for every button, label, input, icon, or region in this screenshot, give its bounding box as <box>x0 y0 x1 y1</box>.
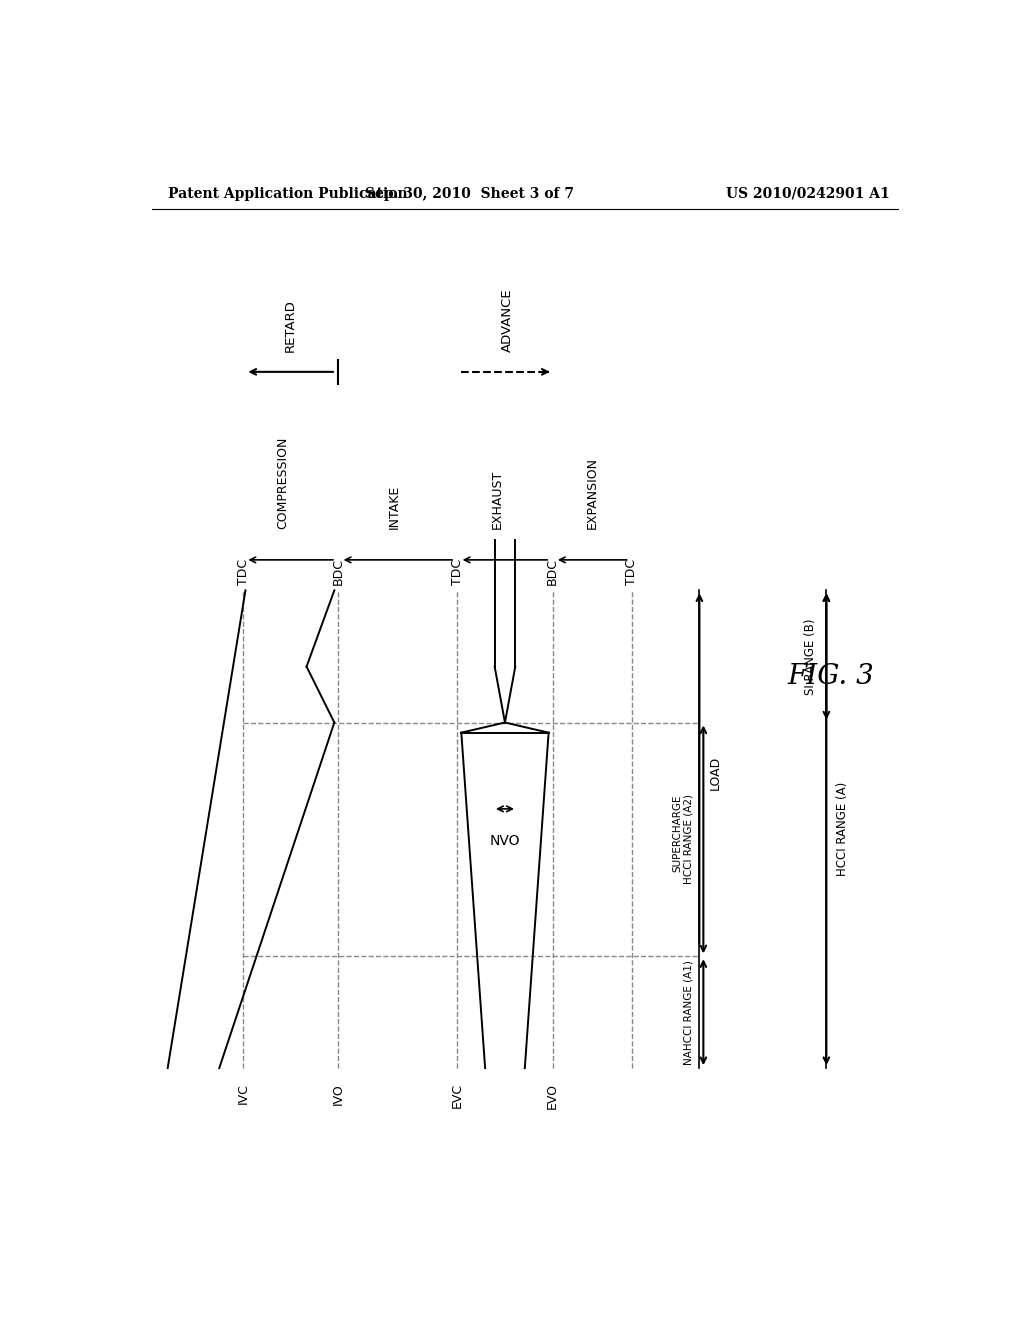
Text: RETARD: RETARD <box>285 298 297 351</box>
Text: EXHAUST: EXHAUST <box>490 470 504 529</box>
Text: TDC: TDC <box>451 560 464 585</box>
Text: SI RANGE (B): SI RANGE (B) <box>804 618 817 694</box>
Text: TDC: TDC <box>626 560 638 585</box>
Text: IVC: IVC <box>237 1084 250 1105</box>
Text: BDC: BDC <box>546 558 559 585</box>
Text: BDC: BDC <box>332 558 345 585</box>
Text: INTAKE: INTAKE <box>387 486 400 529</box>
Text: EXPANSION: EXPANSION <box>586 458 599 529</box>
Text: NVO: NVO <box>489 834 520 849</box>
Text: ADVANCE: ADVANCE <box>501 288 513 351</box>
Text: IVO: IVO <box>332 1084 345 1105</box>
Text: TDC: TDC <box>237 560 250 585</box>
Text: EVC: EVC <box>451 1084 464 1109</box>
Text: US 2010/0242901 A1: US 2010/0242901 A1 <box>726 187 890 201</box>
Text: COMPRESSION: COMPRESSION <box>276 437 289 529</box>
Text: LOAD: LOAD <box>709 756 722 791</box>
Text: SUPERCHARGE
HCCI RANGE (A2): SUPERCHARGE HCCI RANGE (A2) <box>672 795 694 884</box>
Text: NAHCCI RANGE (A1): NAHCCI RANGE (A1) <box>684 960 694 1065</box>
Text: Patent Application Publication: Patent Application Publication <box>168 187 408 201</box>
Text: HCCI RANGE (A): HCCI RANGE (A) <box>836 781 849 876</box>
Text: EVO: EVO <box>546 1084 559 1109</box>
Text: FIG. 3: FIG. 3 <box>787 663 873 690</box>
Text: Sep. 30, 2010  Sheet 3 of 7: Sep. 30, 2010 Sheet 3 of 7 <box>365 187 573 201</box>
